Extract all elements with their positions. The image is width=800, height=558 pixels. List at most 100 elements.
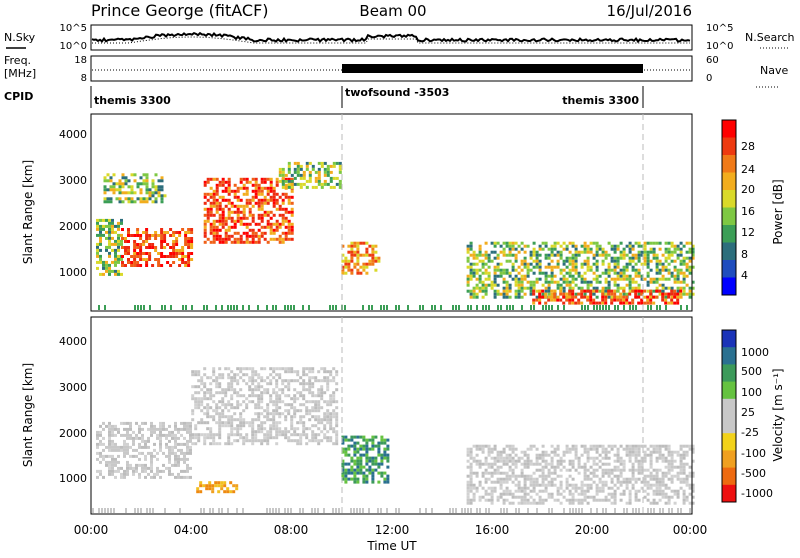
- power-cell-6: [628, 256, 632, 260]
- velocity-cell-4: [547, 453, 551, 457]
- velocity-cell-0: [153, 442, 156, 446]
- velocity-cell-4: [607, 492, 611, 496]
- velocity-cell-4: [682, 465, 686, 469]
- velocity-cell-3: [350, 468, 354, 472]
- power-cell-1: [139, 264, 143, 267]
- velocity-cell-4: [472, 459, 476, 463]
- velocity-cell-0: [150, 454, 153, 458]
- power-cell-2: [136, 185, 140, 189]
- power-cell-5: [362, 265, 366, 269]
- velocity-cell-4: [643, 456, 647, 460]
- power-cell-6: [628, 244, 632, 248]
- power-cell-3: [233, 192, 237, 196]
- velocity-cell-4: [571, 501, 575, 505]
- velocity-cell-2: [223, 484, 227, 488]
- power-cell-6: [676, 274, 680, 278]
- velocity-cell-1: [218, 418, 222, 422]
- velocity-cell-4: [544, 477, 548, 481]
- power-cell-7: [652, 295, 656, 299]
- velocity-cell-4: [667, 447, 671, 451]
- velocity-cell-4: [481, 474, 485, 478]
- velocity-cell-4: [568, 498, 572, 502]
- velocity-cell-1: [308, 388, 312, 392]
- velocity-cell-3: [353, 447, 357, 451]
- power-cell-3: [278, 240, 282, 244]
- velocity-cell-1: [290, 415, 294, 419]
- power-cell-3: [287, 195, 291, 199]
- power-cell-4: [335, 182, 339, 186]
- power-cell-6: [538, 259, 542, 263]
- velocity-cell-1: [194, 424, 198, 428]
- velocity-cell-1: [260, 397, 264, 401]
- velocity-cell-4: [526, 453, 530, 457]
- power-cell-4: [338, 182, 342, 186]
- power-cell-1: [130, 255, 134, 258]
- velocity-cell-1: [230, 430, 234, 434]
- velocity-cell-1: [263, 421, 267, 425]
- velocity-cell-1: [227, 367, 231, 371]
- velocity-near-range-cell: [671, 508, 673, 513]
- velocity-cell-1: [191, 412, 195, 416]
- velocity-cell-4: [484, 480, 488, 484]
- velocity-cell-4: [538, 483, 542, 487]
- velocity-cell-1: [329, 397, 333, 401]
- power-cell-7: [592, 298, 596, 302]
- power-cell-6: [520, 289, 524, 293]
- velocity-cell-4: [469, 480, 473, 484]
- velocity-cell-4: [499, 459, 503, 463]
- power-cell-6: [544, 280, 548, 284]
- power-cell-3: [251, 216, 255, 220]
- power-cell-2: [145, 200, 149, 204]
- velocity-cell-4: [544, 465, 548, 469]
- velocity-cell-1: [254, 430, 258, 434]
- power-cell-6: [661, 286, 665, 290]
- velocity-cell-4: [631, 450, 635, 454]
- power-near-range-cell: [419, 305, 421, 310]
- power-cell-6: [514, 295, 518, 299]
- velocity-cell-4: [571, 465, 575, 469]
- power-cell-6: [616, 283, 620, 287]
- velocity-cell-1: [308, 385, 312, 389]
- power-cell-1: [133, 252, 137, 255]
- velocity-cell-3: [368, 459, 372, 463]
- velocity-near-range-cell: [266, 508, 268, 513]
- velocity-cell-1: [296, 391, 300, 395]
- velocity-cell-4: [625, 480, 629, 484]
- velocity-cell-0: [117, 454, 120, 458]
- velocity-cell-0: [144, 457, 147, 461]
- velocity-cell-4: [478, 459, 482, 463]
- nsearch-label: N.Search: [745, 31, 795, 44]
- velocity-cell-0: [183, 475, 186, 479]
- power-cell-6: [619, 253, 623, 257]
- velocity-cell-3: [380, 456, 384, 460]
- velocity-colorbar-swatch: [722, 398, 736, 417]
- velocity-cell-4: [577, 486, 581, 490]
- velocity-cell-4: [625, 477, 629, 481]
- velocity-cell-0: [171, 451, 174, 455]
- power-cell-6: [664, 256, 668, 260]
- velocity-cell-4: [598, 459, 602, 463]
- power-cell-6: [487, 259, 491, 263]
- velocity-cell-4: [583, 462, 587, 466]
- velocity-cell-3: [371, 459, 375, 463]
- power-cell-6: [661, 268, 665, 272]
- velocity-cell-1: [239, 394, 243, 398]
- power-cell-0: [96, 224, 99, 228]
- velocity-cell-4: [667, 462, 671, 466]
- power-cell-7: [535, 298, 539, 302]
- power-cell-6: [589, 280, 593, 284]
- power-near-range-cell: [284, 305, 286, 310]
- power-cell-2: [112, 191, 116, 195]
- power-cell-6: [529, 289, 533, 293]
- power-cell-6: [484, 277, 488, 281]
- power-cell-3: [254, 186, 258, 190]
- power-cell-6: [679, 247, 683, 251]
- velocity-cell-1: [212, 439, 216, 443]
- velocity-cell-4: [604, 483, 608, 487]
- velocity-cell-4: [529, 474, 533, 478]
- velocity-cell-1: [308, 391, 312, 395]
- velocity-cell-3: [365, 438, 369, 442]
- velocity-cell-0: [123, 469, 126, 473]
- velocity-cell-1: [203, 382, 207, 386]
- power-cell-5: [356, 253, 360, 257]
